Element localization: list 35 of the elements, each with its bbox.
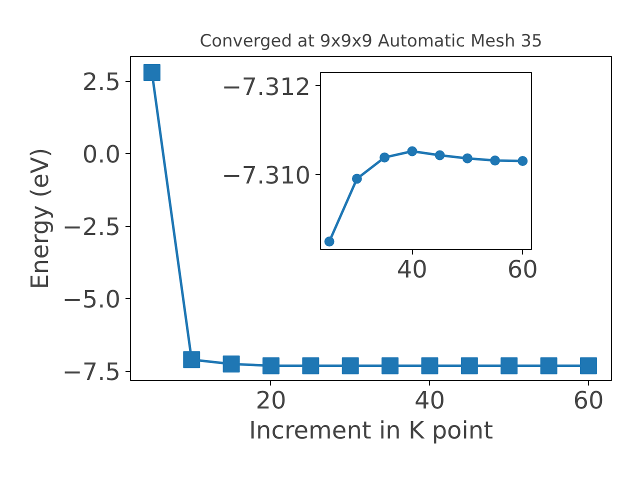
y-tick-label: −2.5 bbox=[62, 213, 121, 242]
point bbox=[540, 357, 558, 374]
point bbox=[302, 357, 320, 374]
point bbox=[262, 357, 280, 374]
y-tick-label: −7.310 bbox=[222, 161, 311, 190]
point bbox=[434, 150, 445, 160]
y-axis-title: Energy (eV) bbox=[26, 148, 54, 290]
point bbox=[407, 146, 418, 156]
x-tick-label: 40 bbox=[414, 386, 446, 414]
point bbox=[490, 156, 500, 166]
point bbox=[352, 174, 362, 184]
point bbox=[380, 152, 390, 162]
x-axis-title: Increment in K point bbox=[248, 416, 494, 444]
y-tick-label: 0.0 bbox=[82, 140, 121, 169]
x-tick-label: 60 bbox=[573, 386, 604, 414]
y-tick-label: −5.0 bbox=[62, 286, 121, 314]
point bbox=[324, 236, 334, 247]
y-tick-label: −7.312 bbox=[222, 72, 311, 101]
point bbox=[421, 357, 438, 374]
y-tick-label: 2.5 bbox=[82, 68, 121, 96]
point bbox=[462, 153, 472, 164]
point bbox=[222, 355, 240, 372]
point bbox=[342, 357, 359, 374]
point bbox=[143, 64, 160, 81]
point bbox=[500, 357, 518, 374]
point bbox=[518, 156, 528, 166]
y-tick-label: −7.5 bbox=[62, 358, 121, 386]
point bbox=[460, 357, 478, 374]
chart-title: Converged at 9x9x9 Automatic Mesh 35 bbox=[200, 32, 542, 52]
point bbox=[183, 351, 200, 368]
point bbox=[580, 357, 597, 374]
x-tick-label: 20 bbox=[256, 386, 286, 414]
point bbox=[382, 357, 399, 374]
x-tick-label: 40 bbox=[396, 256, 428, 284]
x-tick-label: 60 bbox=[507, 256, 538, 284]
